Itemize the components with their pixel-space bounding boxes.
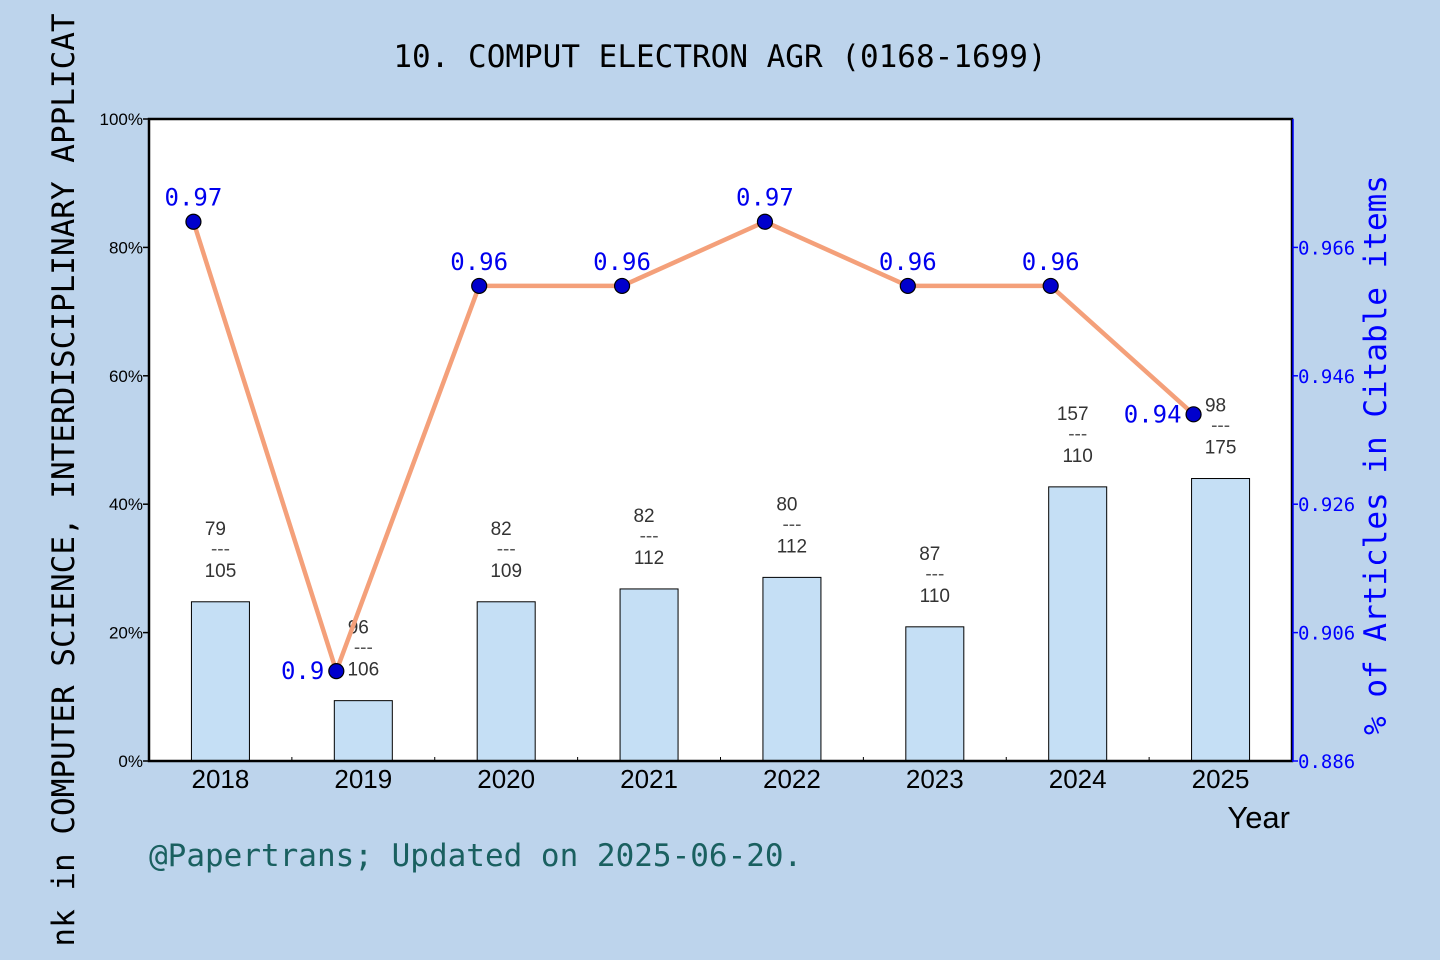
line-point-2019 bbox=[328, 663, 345, 680]
bar-label-total: 109 bbox=[490, 561, 522, 582]
left-tick-label: 0% bbox=[118, 752, 143, 771]
x-tick-label: 2023 bbox=[906, 764, 964, 794]
bar-2024 bbox=[1048, 486, 1108, 762]
left-tick-label: 40% bbox=[109, 495, 143, 514]
x-tick-label: 2019 bbox=[334, 764, 392, 794]
bar-label-total: 110 bbox=[920, 586, 950, 607]
line-point-2023 bbox=[899, 277, 916, 295]
right-tick-label: 0.926 bbox=[1298, 494, 1355, 516]
x-tick-label: 2021 bbox=[620, 764, 678, 794]
x-tick-label: 2018 bbox=[192, 764, 250, 794]
bar-2018 bbox=[190, 601, 250, 762]
line-point-2021 bbox=[613, 277, 631, 295]
bar-label-total: 175 bbox=[1205, 438, 1237, 459]
bar-label-separator: --- bbox=[925, 564, 944, 585]
line-point-2022 bbox=[756, 213, 774, 230]
right-tick-label: 0.966 bbox=[1298, 237, 1355, 259]
line-point-2025 bbox=[1185, 406, 1202, 423]
bar-label-separator: --- bbox=[782, 514, 801, 535]
left-axis-label: nk in COMPUTER SCIENCE, INTERDISCIPLINAR… bbox=[46, 13, 82, 946]
bar-2020 bbox=[476, 601, 536, 762]
bar-label-rank: 82 bbox=[491, 519, 512, 540]
bar-2023 bbox=[905, 626, 965, 762]
line-point-label: 0.97 bbox=[736, 184, 794, 212]
left-tick-label: 60% bbox=[109, 367, 143, 386]
right-axis-label: % of Articles in Citable items bbox=[1358, 175, 1394, 735]
bar-label-separator: --- bbox=[1068, 424, 1087, 445]
left-tick-label: 20% bbox=[109, 624, 143, 643]
bar-label-total: 112 bbox=[634, 548, 664, 569]
x-tick-label: 2020 bbox=[477, 764, 535, 794]
bar-label-rank: 82 bbox=[633, 506, 654, 527]
bar-2019 bbox=[333, 700, 393, 762]
bar-label-separator: --- bbox=[211, 539, 230, 560]
right-tick-label: 0.886 bbox=[1298, 751, 1355, 773]
bar-label-rank: 79 bbox=[205, 519, 226, 540]
bar-label-total: 105 bbox=[205, 561, 237, 582]
line-point-label: 0.97 bbox=[165, 184, 223, 212]
bar-label-rank: 157 bbox=[1057, 404, 1089, 425]
line-point-2020 bbox=[471, 277, 488, 295]
bar-2022 bbox=[762, 576, 822, 762]
bar-label-total: 110 bbox=[1063, 446, 1093, 467]
line-series bbox=[191, 219, 1196, 674]
line-point-label: 0.96 bbox=[879, 248, 937, 276]
chart-title: 10. COMPUT ELECTRON AGR (0168-1699) bbox=[393, 39, 1046, 75]
left-tick-label: 100% bbox=[100, 110, 143, 129]
line-point-2024 bbox=[1042, 277, 1059, 295]
bar-label-rank: 98 bbox=[1205, 396, 1226, 417]
bar-label-rank: 87 bbox=[919, 544, 940, 565]
right-tick-label: 0.906 bbox=[1298, 623, 1355, 645]
footer-note: @Papertrans; Updated on 2025-06-20. bbox=[149, 838, 802, 874]
bar-label-total: 112 bbox=[777, 536, 807, 557]
line-point-label: 0.96 bbox=[1022, 248, 1080, 276]
bar-label-separator: --- bbox=[640, 526, 659, 547]
x-tick-label: 2025 bbox=[1192, 764, 1250, 794]
bar-label-separator: --- bbox=[354, 638, 373, 659]
bar-label-total: 106 bbox=[347, 660, 379, 681]
x-tick-label: 2022 bbox=[763, 764, 821, 794]
line-point-label: 0.96 bbox=[593, 248, 651, 276]
x-axis-label: Year bbox=[1227, 800, 1290, 835]
line-point-label: 0.94 bbox=[1124, 400, 1182, 428]
left-tick-label: 80% bbox=[109, 238, 143, 257]
line-point-2018 bbox=[185, 213, 202, 230]
line-point-label: 0.9 bbox=[281, 657, 324, 685]
bar-label-rank: 80 bbox=[776, 494, 797, 515]
x-tick-label: 2024 bbox=[1049, 764, 1107, 794]
bar-label-separator: --- bbox=[1211, 416, 1230, 437]
right-tick-label: 0.946 bbox=[1298, 366, 1355, 388]
line-point-label: 0.96 bbox=[450, 248, 508, 276]
bar-label-separator: --- bbox=[497, 539, 516, 560]
bar-2025 bbox=[1191, 478, 1251, 762]
bar-2021 bbox=[619, 588, 679, 762]
